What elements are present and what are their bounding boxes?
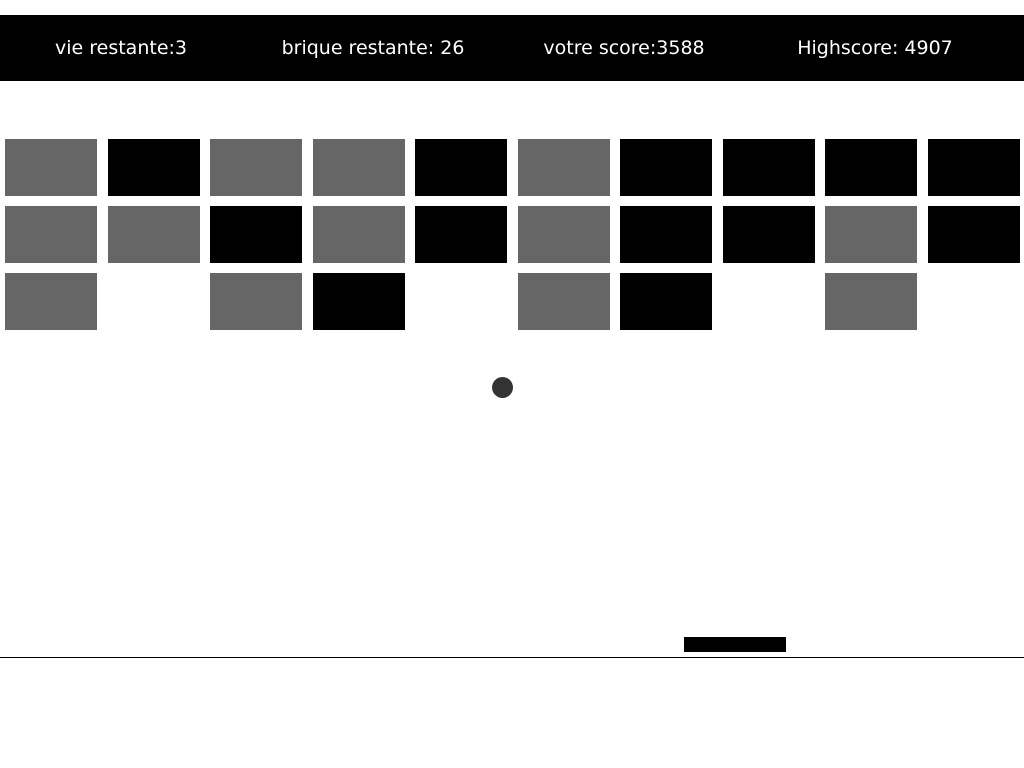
brick-gray [825,206,917,263]
hud-bar: vie restante:3 brique restante: 26 votre… [0,15,1024,81]
bricks-remaining: brique restante: 26 [281,37,465,59]
brick-grid [5,139,1020,330]
brick-gray [210,273,302,330]
brick-gray [518,206,610,263]
brick-gray [5,139,97,196]
paddle[interactable] [684,637,786,652]
brick-black [313,273,405,330]
brick-black [415,139,507,196]
brick-black [415,206,507,263]
brick-black [723,206,815,263]
floor-line [0,657,1024,658]
high-score: Highscore: 4907 [797,37,953,59]
brick-gray [210,139,302,196]
brick-black [210,206,302,263]
brick-gray [313,206,405,263]
brick-gray [108,206,200,263]
brick-black [108,139,200,196]
brick-gray [5,206,97,263]
brick-gray [5,273,97,330]
brick-gray [825,273,917,330]
brick-gray [313,139,405,196]
brick-gray [518,273,610,330]
brick-black [620,139,712,196]
current-score: votre score:3588 [543,37,705,59]
lives-remaining: vie restante:3 [55,37,187,59]
brick-gray [518,139,610,196]
brick-black [928,139,1020,196]
ball [492,377,513,398]
brick-black [825,139,917,196]
brick-black [620,273,712,330]
brick-black [928,206,1020,263]
brick-black [723,139,815,196]
brick-black [620,206,712,263]
